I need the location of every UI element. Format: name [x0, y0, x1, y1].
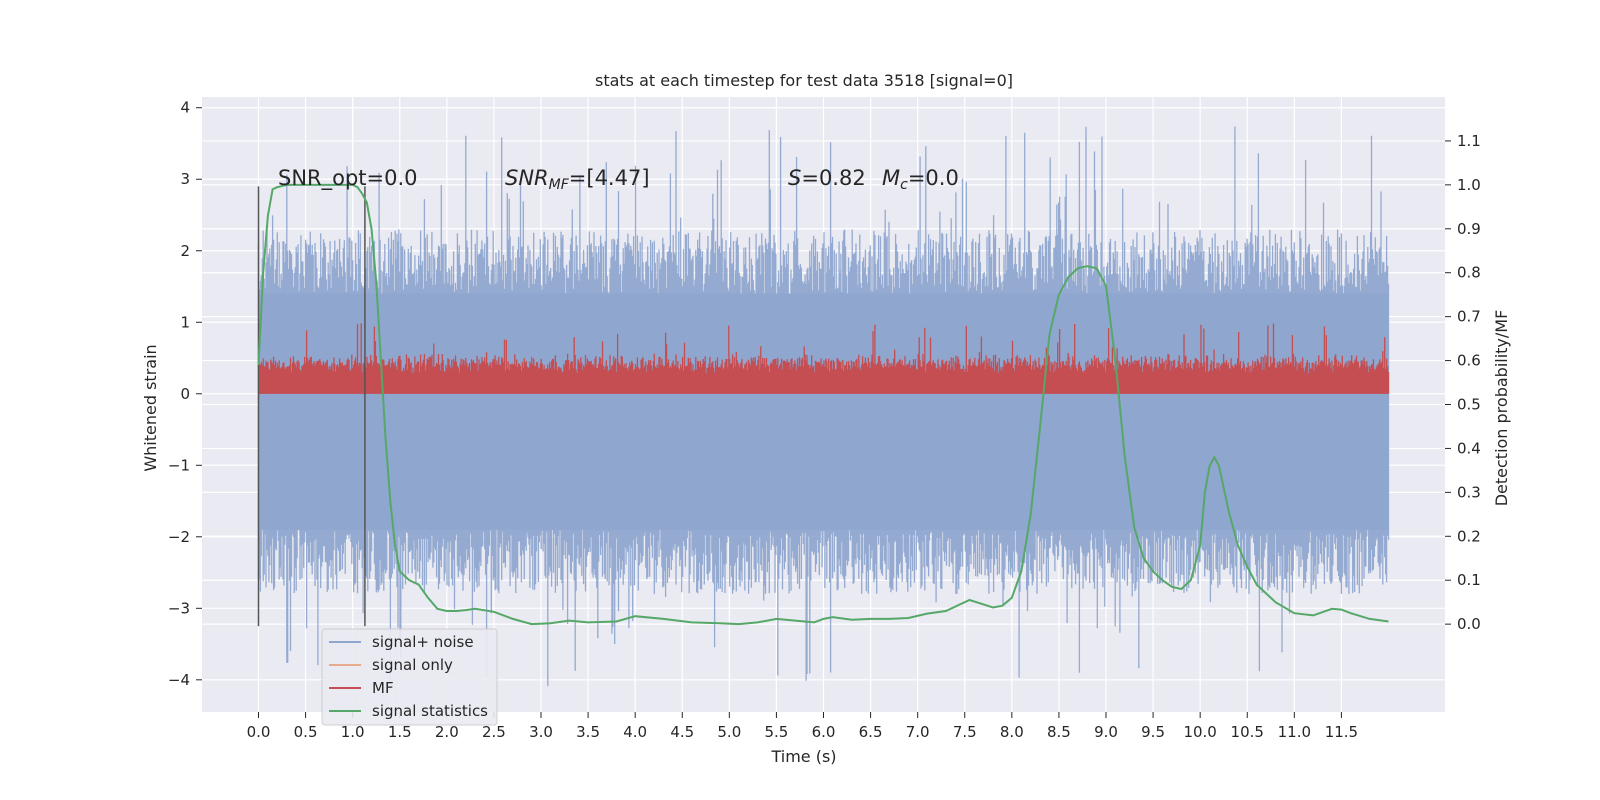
x-axis-ticks: 0.0 0.5 1.0 1.5 2.0 2.5 3.0 3.5 4.0 4.5 5.0 5.5 6.0 6… — [247, 712, 1358, 741]
y-right-tick-label: 0.0 — [1457, 615, 1481, 633]
x-tick-label: 7.5 — [953, 723, 977, 741]
y-right-tick-label: 0.8 — [1457, 264, 1481, 282]
x-tick-label: 3.5 — [576, 723, 600, 741]
annotation-s: S=0.82 — [788, 166, 866, 190]
y-right-tick-label: 0.7 — [1457, 308, 1481, 326]
y-right-axis-ticks: 1.1 1.0 0.9 0.8 0.7 0.6 0.5 0.4 0.3 0.2 0.1 0.0 — [1445, 132, 1481, 633]
y-right-tick-label: 0.3 — [1457, 483, 1481, 501]
x-tick-label: 11.5 — [1325, 723, 1358, 741]
x-tick-label: 9.5 — [1141, 723, 1165, 741]
x-tick-label: 0.0 — [247, 723, 271, 741]
annotation-mc: Mc=0.0 — [882, 166, 959, 193]
y-right-tick-label: 0.1 — [1457, 571, 1481, 589]
y-left-axis-label: Whitened strain — [141, 344, 160, 471]
mf-series — [257, 323, 1390, 394]
x-tick-label: 10.5 — [1231, 723, 1264, 741]
y-left-axis-ticks: 4 3 2 1 0 −1 −2 −3 −4 — [168, 99, 202, 689]
legend-label-signal-statistics: signal statistics — [372, 702, 488, 720]
x-tick-label: 6.0 — [812, 723, 836, 741]
x-tick-label: 2.0 — [435, 723, 459, 741]
x-tick-label: 1.5 — [388, 723, 412, 741]
x-tick-label: 7.0 — [906, 723, 930, 741]
y-right-axis-label: Detection probability/MF — [1492, 310, 1511, 507]
x-tick-label: 9.0 — [1094, 723, 1118, 741]
legend-item-mf: MF — [329, 679, 394, 697]
x-tick-label: 1.0 — [341, 723, 365, 741]
y-left-tick-label: −1 — [168, 456, 190, 474]
y-left-tick-label: 4 — [180, 99, 190, 117]
y-left-tick-label: 3 — [180, 170, 190, 188]
x-tick-label: 4.0 — [623, 723, 647, 741]
x-tick-label: 8.0 — [1000, 723, 1024, 741]
x-tick-label: 5.0 — [717, 723, 741, 741]
annotations: SNR_opt=0.0 SNRMF=[4.47] S=0.82 Mc=0.0 — [278, 166, 959, 193]
y-right-tick-label: 0.5 — [1457, 396, 1481, 414]
y-left-tick-label: −4 — [168, 671, 190, 689]
legend-box — [321, 628, 498, 726]
signal-statistics-series — [257, 183, 1389, 626]
x-tick-label: 6.5 — [859, 723, 883, 741]
y-left-tick-label: −2 — [168, 528, 190, 546]
y-left-tick-label: 2 — [180, 242, 190, 260]
signal-noise-series — [257, 126, 1390, 687]
x-tick-label: 8.5 — [1047, 723, 1071, 741]
x-tick-label: 4.5 — [670, 723, 694, 741]
x-tick-label: 3.0 — [529, 723, 553, 741]
y-right-tick-label: 0.4 — [1457, 439, 1481, 457]
legend-label-mf: MF — [372, 679, 394, 697]
y-left-tick-label: −3 — [168, 599, 190, 617]
y-right-tick-label: 1.1 — [1457, 132, 1481, 150]
legend-label-signal-noise: signal+ noise — [372, 633, 474, 651]
chart-title: stats at each timestep for test data 351… — [595, 71, 1013, 90]
y-left-tick-label: 1 — [180, 313, 190, 331]
legend-item-signal-only: signal only — [329, 656, 453, 674]
x-tick-label: 11.0 — [1278, 723, 1311, 741]
legend-label-signal-only: signal only — [372, 656, 453, 674]
signal-statistics-line — [257, 183, 1389, 626]
y-right-tick-label: 0.2 — [1457, 527, 1481, 545]
x-tick-label: 5.5 — [764, 723, 788, 741]
annotation-snr-mf: SNRMF=[4.47] — [505, 166, 650, 193]
vertical-markers — [257, 186, 366, 627]
y-right-tick-label: 1.0 — [1457, 176, 1481, 194]
legend-item-signal-statistics: signal statistics — [329, 702, 488, 720]
signal-noise-core — [258, 293, 1389, 530]
x-tick-label: 2.5 — [482, 723, 506, 741]
y-left-tick-label: 0 — [180, 385, 190, 403]
x-tick-label: 0.5 — [294, 723, 318, 741]
mf-core — [258, 375, 1389, 394]
legend: signal+ noise signal only MF signal stat… — [321, 628, 498, 726]
y-right-tick-label: 0.6 — [1457, 352, 1481, 370]
legend-item-signal-noise: signal+ noise — [329, 633, 474, 651]
x-axis-label: Time (s) — [770, 747, 836, 766]
y-right-tick-label: 0.9 — [1457, 220, 1481, 238]
x-tick-label: 10.0 — [1183, 723, 1216, 741]
annotation-snr-opt: SNR_opt=0.0 — [278, 166, 418, 191]
